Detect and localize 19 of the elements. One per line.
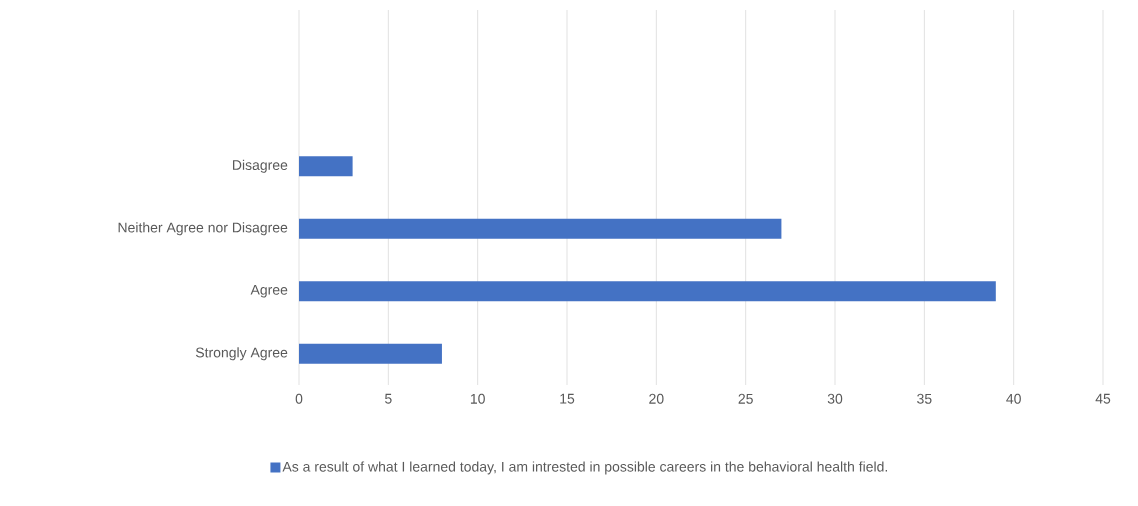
legend-label: As a result of what I learned today, I am intrested in possible careers in the behavioral health field. (282, 461, 887, 475)
bar (299, 343, 442, 364)
x-tick-label: 10 (470, 393, 485, 404)
x-tick-label: 25 (738, 393, 753, 404)
x-tick-label: 0 (295, 393, 303, 404)
bar (299, 156, 353, 177)
x-tick-label: 40 (1006, 393, 1021, 404)
x-tick-label: 5 (385, 393, 392, 404)
y-tick-label: Agree (250, 284, 288, 298)
y-tick-label: Disagree (233, 159, 288, 173)
bar (299, 281, 996, 302)
y-tick-label: Strongly Agree (195, 347, 288, 361)
bar (299, 218, 782, 239)
x-tick-label: 30 (827, 393, 843, 404)
x-tick-label: 15 (560, 393, 575, 404)
x-tick-label: 35 (917, 393, 932, 404)
x-tick-label: 45 (1095, 393, 1111, 404)
y-tick-label: Neither Agree nor Disagree (118, 222, 288, 236)
x-tick-label: 20 (649, 393, 664, 404)
